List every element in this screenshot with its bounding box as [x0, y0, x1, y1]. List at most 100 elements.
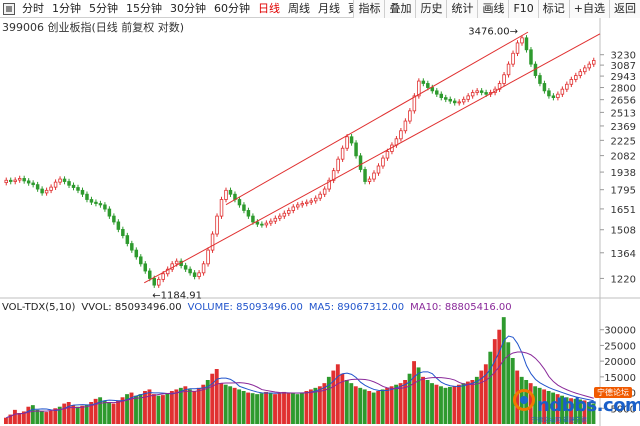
- volume-bar: [448, 386, 452, 424]
- toolbar-button[interactable]: 标记: [537, 0, 569, 18]
- volume-bar: [107, 402, 112, 424]
- toolbar-button[interactable]: 叠加: [384, 0, 416, 18]
- candle-body: [354, 142, 358, 157]
- toolbar-button[interactable]: 返回: [609, 0, 640, 18]
- candle-body: [538, 75, 542, 84]
- y-tick-label: 1651: [611, 205, 636, 216]
- candle-body: [300, 203, 304, 206]
- volume-bar: [205, 380, 210, 424]
- candle-body: [183, 265, 188, 270]
- volume-bar: [317, 386, 322, 424]
- vol-tick-label: 30000: [604, 326, 636, 337]
- period-tab[interactable]: 周线: [288, 2, 310, 15]
- candle-body: [381, 157, 385, 167]
- chart-title: 399006 创业板指(日线 前复权 对数): [2, 21, 185, 34]
- volume-bar: [394, 384, 399, 424]
- candle-body: [139, 256, 143, 265]
- candle-body: [367, 178, 372, 182]
- toolbar-button[interactable]: 历史: [415, 0, 447, 18]
- candle-body: [336, 158, 340, 172]
- volume-bar: [488, 351, 493, 424]
- candle-body: [313, 197, 318, 202]
- volume-bar: [380, 389, 385, 424]
- volume-bar: [398, 383, 403, 424]
- candle-body: [435, 90, 439, 95]
- watermark-sub: 宁德论坛网·福建宁德: [531, 417, 587, 424]
- candle-body: [242, 204, 246, 211]
- candle-body: [511, 52, 515, 65]
- candle-body: [430, 87, 435, 92]
- volume-bar: [344, 380, 349, 424]
- candle-body: [210, 233, 215, 251]
- volume-bar: [21, 411, 26, 424]
- volume-bar: [434, 384, 439, 424]
- volume-bar: [313, 387, 318, 424]
- period-tab[interactable]: 30分钟: [170, 2, 206, 15]
- volume-bar: [98, 397, 103, 424]
- high-annotation: 3476.00→: [468, 27, 518, 38]
- period-tab[interactable]: 60分钟: [214, 2, 250, 15]
- candle-body: [331, 170, 336, 181]
- candle-body: [13, 179, 17, 182]
- candle-body: [547, 90, 551, 97]
- y-tick-label: 1938: [611, 168, 636, 179]
- period-tab[interactable]: 15分钟: [126, 2, 162, 15]
- candle-body: [327, 179, 331, 190]
- candle-body: [296, 204, 300, 208]
- candle-body: [237, 199, 242, 206]
- candle-body: [309, 200, 313, 203]
- candle-body: [67, 181, 71, 186]
- candle-body: [417, 80, 421, 97]
- toolbar-button[interactable]: F10: [508, 0, 538, 18]
- candle-body: [565, 83, 569, 90]
- volume-bar: [111, 403, 116, 424]
- candle-body: [372, 172, 376, 180]
- volume-bar: [308, 389, 313, 424]
- candle-body: [385, 151, 390, 159]
- y-tick-label: 1220: [611, 274, 636, 285]
- volume-bar: [250, 393, 255, 424]
- volume-bar: [53, 408, 58, 424]
- volume-bar: [358, 387, 363, 424]
- period-tab[interactable]: 日线: [258, 2, 280, 15]
- volume-bar: [44, 412, 49, 424]
- candle-body: [287, 210, 291, 214]
- volume-bar: [48, 410, 53, 424]
- volume-bar: [497, 329, 502, 424]
- candle-body: [452, 100, 457, 104]
- candle-body: [125, 235, 130, 244]
- volume-bar: [537, 387, 542, 424]
- candle-body: [71, 184, 76, 188]
- volume-bar: [483, 364, 488, 424]
- candle-body: [35, 184, 40, 190]
- y-tick-label: 1795: [611, 186, 636, 197]
- volume-bar: [430, 383, 434, 424]
- volume-bar: [407, 373, 412, 424]
- candle-body: [201, 263, 206, 274]
- volume-bar: [71, 405, 76, 424]
- period-tab[interactable]: 分时: [22, 2, 44, 15]
- watermark-badge: 宁德论坛: [594, 387, 632, 398]
- toolbar-button[interactable]: 画线: [477, 0, 509, 18]
- volume-bar: [62, 403, 67, 424]
- candle-body: [130, 243, 134, 251]
- toolbar-button[interactable]: +自选: [568, 0, 609, 18]
- volume-indicator-name: VOL-TDX(5,10): [2, 302, 76, 313]
- panel-toggle-icon[interactable]: [0, 0, 18, 18]
- volume-bar: [219, 383, 224, 424]
- toolbar-button[interactable]: 指标: [353, 0, 385, 18]
- candle-body: [112, 215, 116, 223]
- candle-body: [403, 120, 408, 132]
- volume-bar: [506, 342, 511, 424]
- period-tab[interactable]: 5分钟: [89, 2, 118, 15]
- volume-bar: [273, 394, 277, 424]
- period-tab[interactable]: 1分钟: [52, 2, 81, 15]
- volume-bar: [174, 389, 179, 424]
- period-tab[interactable]: 月线: [318, 2, 340, 15]
- candle-body: [49, 186, 53, 191]
- toolbar-button[interactable]: 统计: [446, 0, 478, 18]
- candle-body: [304, 201, 309, 204]
- channel-upper-line: [225, 31, 529, 206]
- volume-bar: [26, 406, 31, 424]
